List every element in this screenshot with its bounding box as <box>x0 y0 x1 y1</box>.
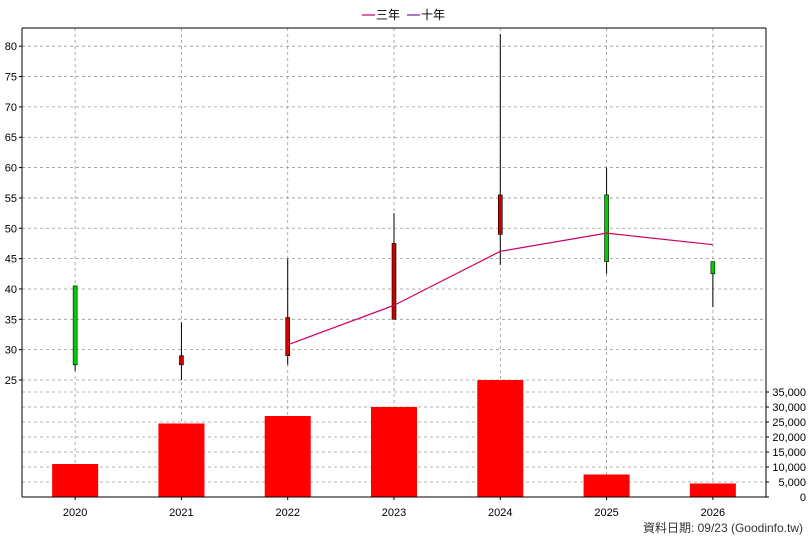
price-axis-ticks: 25 30 35 40 45 50 55 60 65 70 75 80 <box>5 41 22 387</box>
volume-tick-label: 0 <box>800 492 806 504</box>
price-tick-label: 40 <box>5 284 17 296</box>
price-tick-label: 80 <box>5 41 17 53</box>
legend-label-three-year: 三年 <box>376 8 400 22</box>
price-tick-label: 45 <box>5 254 17 266</box>
volume-tick-label: 10,000 <box>772 462 806 474</box>
volume-bar <box>689 483 736 497</box>
candle-body <box>710 261 716 275</box>
volume-bar <box>264 416 311 497</box>
volume-bar <box>477 380 524 497</box>
price-tick-label: 60 <box>5 163 17 175</box>
price-tick-label: 75 <box>5 72 17 84</box>
volume-bars <box>52 380 736 497</box>
x-axis-ticks: 2020 2021 2022 2023 2024 2025 2026 <box>63 497 725 519</box>
volume-tick-label: 5,000 <box>778 477 806 489</box>
price-tick-label: 55 <box>5 193 17 205</box>
volume-tick-label: 25,000 <box>772 417 806 429</box>
candle-body <box>497 194 503 235</box>
price-tick-label: 25 <box>5 375 17 387</box>
x-tick-label: 2024 <box>488 507 512 519</box>
candle-body <box>72 285 78 366</box>
price-tick-label: 30 <box>5 345 17 357</box>
candle-body <box>604 194 609 262</box>
candle-body <box>285 317 291 357</box>
price-tick-label: 65 <box>5 132 17 144</box>
x-tick-label: 2025 <box>594 507 618 519</box>
candle-body <box>391 243 397 320</box>
volume-tick-label: 15,000 <box>772 447 806 459</box>
volume-tick-label: 30,000 <box>772 402 806 414</box>
candles <box>72 34 716 380</box>
x-tick-label: 2020 <box>63 507 87 519</box>
three-year-average-polyline <box>287 232 713 346</box>
legend-label-ten-year: 十年 <box>421 8 445 22</box>
volume-bar <box>371 407 417 497</box>
price-tick-label: 50 <box>5 223 17 235</box>
volume-tick-label: 35,000 <box>772 387 806 399</box>
x-tick-label: 2026 <box>701 507 725 519</box>
x-tick-label: 2022 <box>275 507 299 519</box>
volume-bar <box>158 423 205 497</box>
volume-bar <box>583 474 630 497</box>
three-year-average-line <box>287 232 713 346</box>
x-tick-label: 2023 <box>382 507 406 519</box>
x-tick-label: 2021 <box>169 507 193 519</box>
legend: 三年 十年 <box>362 8 445 22</box>
candle-body <box>179 355 184 366</box>
data-date-footer: 資料日期: 09/23 (Goodinfo.tw) <box>643 521 803 535</box>
volume-bar <box>52 464 99 497</box>
price-tick-label: 70 <box>5 102 17 114</box>
price-tick-label: 35 <box>5 314 17 326</box>
volume-axis-ticks: 0 5,000 10,000 15,000 20,000 25,000 30,000 35,0… <box>766 387 806 504</box>
volume-tick-label: 20,000 <box>772 432 806 444</box>
